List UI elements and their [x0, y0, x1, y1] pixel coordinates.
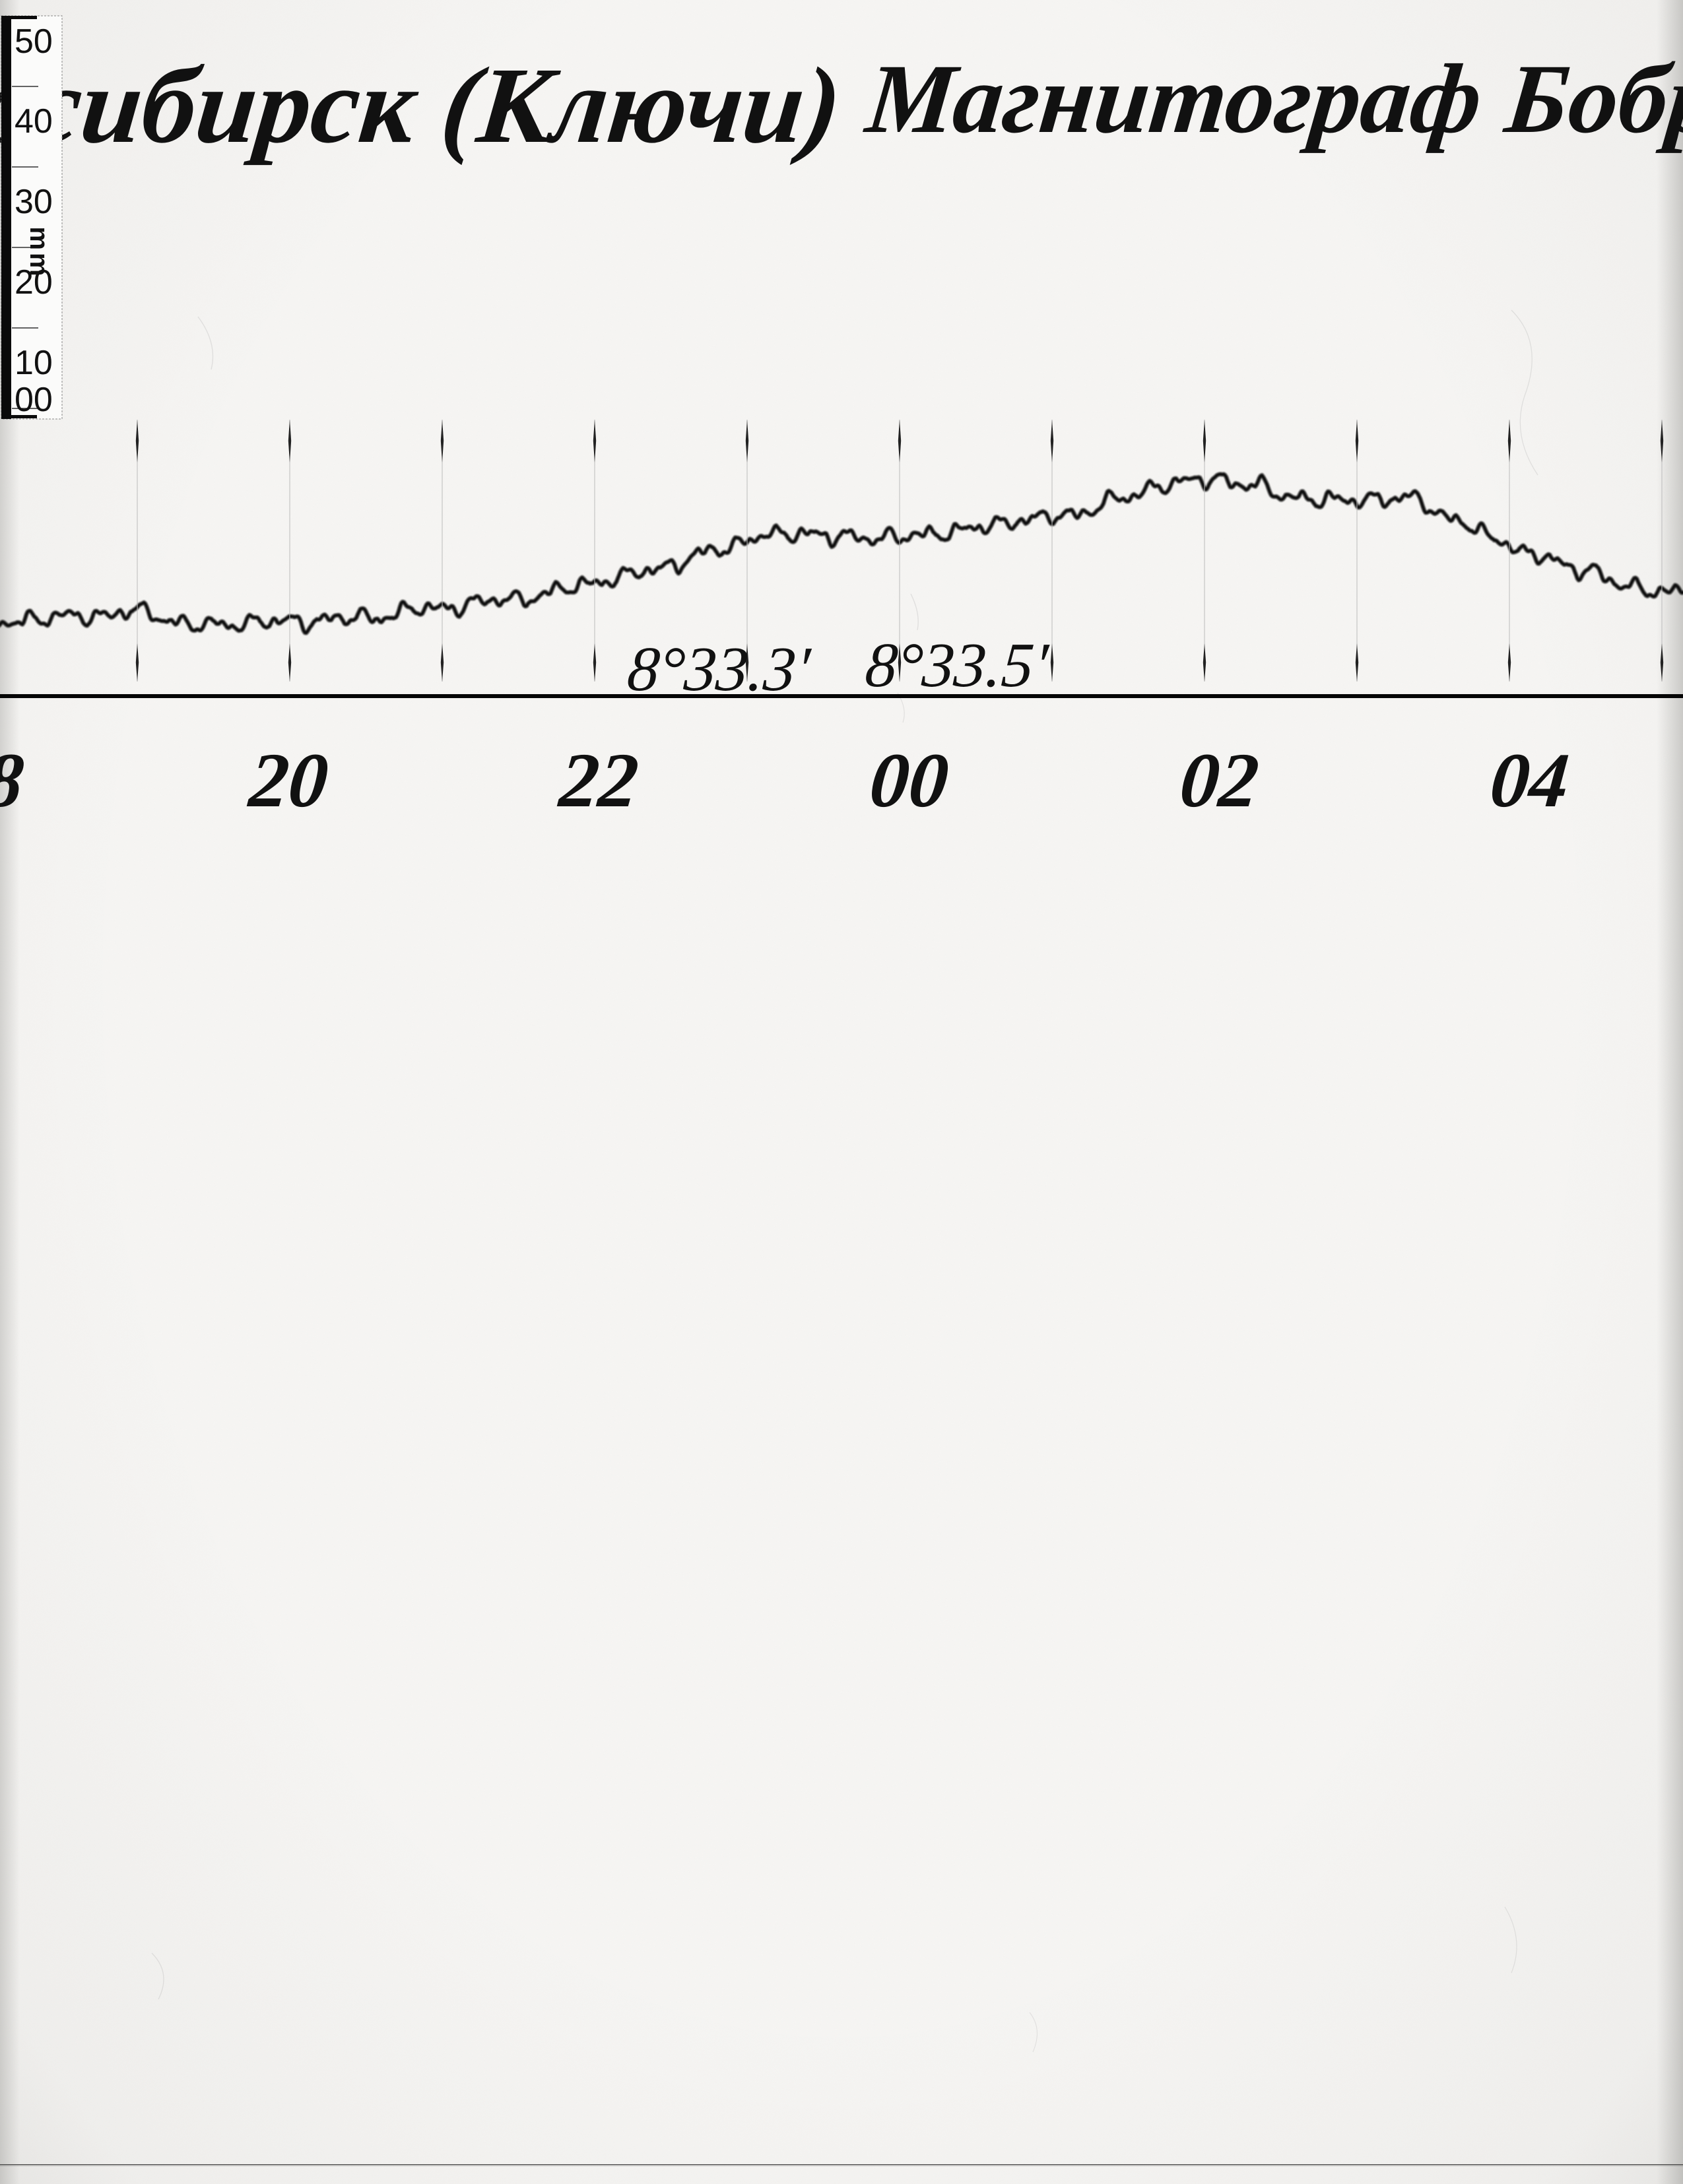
svg-text:20: 20 [245, 737, 331, 823]
svg-text:8: 8 [0, 737, 27, 823]
svg-text:02: 02 [1177, 737, 1262, 823]
svg-text:00: 00 [867, 737, 952, 823]
svg-text:8°33.3': 8°33.3' [625, 633, 814, 704]
svg-text:8°33.5': 8°33.5' [863, 629, 1051, 700]
svg-text:22: 22 [555, 737, 642, 823]
svg-text:04: 04 [1487, 737, 1572, 823]
